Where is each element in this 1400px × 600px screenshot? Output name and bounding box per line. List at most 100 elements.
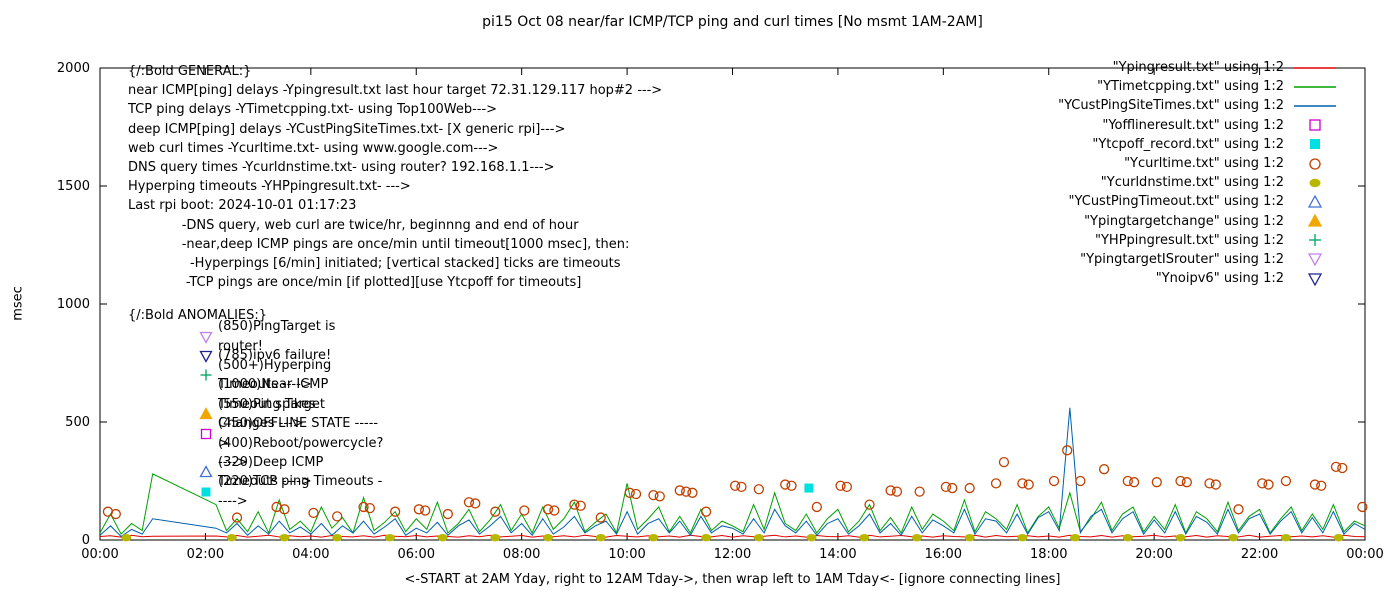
marker-circle-open — [1023, 479, 1034, 490]
x-tick-label: 00:00 — [81, 547, 118, 562]
anomaly-label: (1000)Near ICMP Timeout spikes — [218, 377, 329, 412]
marker-circle-open — [1210, 479, 1221, 490]
marker-circle-open — [413, 504, 425, 515]
annotation-line: -near,deep ICMP pings are once/min until… — [128, 236, 630, 252]
anomaly-row: (400)Reboot/powercycle? ----> — [198, 436, 383, 470]
anomalies-list: (850)PingTarget is router! (785)ipv6 fail… — [198, 319, 383, 509]
legend-row: "Ycurldnstime.txt" using 1:2 — [1058, 173, 1338, 192]
legend-label: "YpingtargetISrouter" using 1:2 — [1080, 251, 1284, 267]
annotation-line: Last rpi boot: 2024-10-01 01:17:23 — [128, 198, 357, 214]
marker-circle-filled — [859, 533, 870, 542]
marker-circle-open — [736, 481, 747, 493]
marker-circle-open — [811, 501, 822, 513]
marker-triangle-down-open — [1307, 253, 1323, 267]
marker-circle-open — [1181, 477, 1192, 488]
legend-row: "Ytcpoff_record.txt" using 1:2 — [1058, 135, 1338, 154]
marker-circle-open — [1309, 157, 1321, 170]
marker-circle-open — [1075, 475, 1086, 487]
legend-swatch-icon — [1309, 234, 1321, 247]
annotation-line: web curl times -Ycurltime.txt- using www… — [128, 140, 499, 156]
marker-circle-open — [729, 480, 741, 491]
legend-label: "Ypingtargetchange" using 1:2 — [1084, 213, 1284, 229]
marker-circle-open — [1316, 480, 1327, 491]
marker-circle-open — [1017, 478, 1028, 489]
legend-label: "Ycurldnstime.txt" using 1:2 — [1100, 175, 1284, 191]
anomaly-label: (550)Ping Target Changes ---> — [218, 396, 325, 432]
marker-circle-open — [885, 485, 896, 496]
legend-label: "Ytcpoff_record.txt" using 1:2 — [1092, 136, 1284, 152]
legend-label: "YHPpingresult.txt" using 1:2 — [1095, 232, 1284, 248]
anomaly-label: (785)ipv6 failure! — [218, 348, 332, 364]
series-Ycurldnstime.txt — [121, 533, 1344, 542]
marker-circle-open — [1175, 475, 1186, 487]
x-tick-label: 20:00 — [1135, 547, 1172, 562]
marker-circle-open — [308, 507, 319, 519]
anomaly-row: (1000)Near ICMP Timeout spikes — [198, 377, 383, 411]
anomaly-row: (785)ipv6 failure! — [198, 346, 383, 365]
marker-circle-open — [786, 480, 797, 491]
marker-circle-open — [630, 488, 642, 500]
marker-circle-open — [575, 500, 586, 511]
marker-circle-open — [700, 506, 712, 517]
anomaly-row: (550)Ping Target Changes ---> — [198, 397, 383, 431]
series-YTimetcpping.txt — [99, 473, 1366, 535]
marker-circle-open — [1204, 478, 1215, 489]
x-tick-label: 14:00 — [819, 547, 856, 562]
legend-swatch-icon — [1310, 139, 1320, 150]
marker-circle-open — [1151, 477, 1162, 488]
annotation-line: DNS query times -Ycurldnstime.txt- using… — [128, 160, 555, 176]
marker-circle-open — [390, 506, 401, 517]
anomaly-marker-icon — [199, 407, 213, 420]
marker-circle-open — [624, 487, 635, 498]
marker-circle-open — [990, 478, 1002, 489]
marker-circle-open — [231, 512, 243, 523]
legend-swatch-icon — [1307, 253, 1323, 267]
annotation-line: -DNS query, web curl are twice/hr, begin… — [128, 217, 579, 233]
legend-row: "YCustPingSiteTimes.txt" using 1:2 — [1058, 96, 1338, 115]
annotation-line: -TCP pings are once/min [if plotted][use… — [128, 275, 582, 291]
marker-circle-open — [687, 487, 698, 498]
marker-plus — [200, 369, 212, 381]
marker-circle-filled — [1122, 533, 1133, 542]
y-tick-label: 1500 — [57, 179, 90, 194]
marker-circle-open — [680, 486, 692, 497]
marker-circle-filled — [1070, 533, 1081, 542]
y-tick-label: 1000 — [57, 297, 90, 312]
general-annotations: {/:Bold GENERAL:} near ICMP[ping] delays … — [128, 62, 662, 292]
anomaly-label: (850)PingTarget is router! — [218, 319, 336, 354]
legend-swatch-icon — [1309, 178, 1321, 187]
marker-circle-open — [654, 491, 665, 502]
marker-circle-filled — [1309, 178, 1321, 187]
anomaly-marker-icon — [201, 487, 211, 497]
legend-swatch-icon — [1294, 86, 1336, 88]
legend-row: "Ycurltime.txt" using 1:2 — [1058, 154, 1338, 173]
marker-circle-open — [1337, 462, 1348, 474]
marker-circle-filled — [1280, 533, 1291, 542]
x-tick-label: 12:00 — [714, 547, 751, 562]
marker-circle-filled — [1228, 533, 1239, 542]
legend-label: "YCustPingTimeout.txt" using 1:2 — [1068, 194, 1284, 210]
marker-circle-filled — [279, 533, 290, 542]
marker-circle-open — [891, 486, 903, 497]
anomaly-marker-icon — [199, 350, 213, 363]
legend-row: "Ypingresult.txt" using 1:2 — [1058, 58, 1338, 77]
marker-triangle-up-open — [1307, 194, 1323, 208]
y-tick-label: 0 — [82, 533, 90, 548]
legend-row: "Yofflineresult.txt" using 1:2 — [1058, 116, 1338, 135]
marker-circle-open — [753, 484, 765, 495]
marker-circle-filled — [701, 533, 712, 542]
x-tick-label: 02:00 — [187, 547, 224, 562]
marker-circle-open — [519, 505, 530, 516]
anomaly-row: (850)PingTarget is router! — [198, 319, 383, 354]
anomalies-title: {/:Bold ANOMALIES:} — [128, 308, 268, 323]
marker-circle-open — [110, 508, 121, 520]
marker-plus — [1309, 234, 1321, 247]
legend-row: "YCustPingTimeout.txt" using 1:2 — [1058, 192, 1338, 211]
marker-circle-open — [780, 479, 791, 490]
annotation-line: TCP ping delays -YTimetcpping.txt- using… — [128, 102, 498, 118]
anomaly-marker-icon — [199, 465, 213, 478]
marker-circle-open — [1098, 464, 1110, 475]
marker-circle-open — [595, 512, 606, 523]
x-axis-label: <-START at 2AM Yday, right to 12AM Tday-… — [404, 572, 1061, 587]
